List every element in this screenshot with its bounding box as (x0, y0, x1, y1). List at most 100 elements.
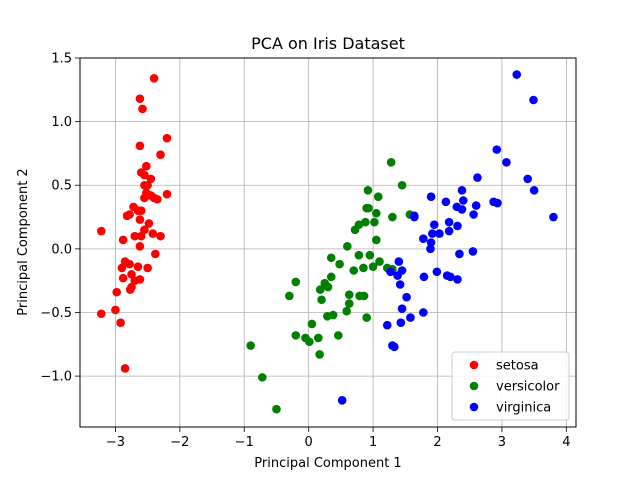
data-point-virginica (457, 186, 467, 195)
data-point-setosa (112, 287, 122, 297)
data-point-versicolor (315, 285, 325, 294)
legend-marker-virginica (469, 402, 479, 412)
data-point-setosa (122, 211, 132, 221)
data-point-virginica (523, 174, 532, 184)
data-point-setosa (130, 231, 140, 241)
data-point-versicolor (317, 295, 326, 305)
data-point-virginica (337, 395, 347, 405)
data-point-versicolor (307, 319, 317, 329)
data-point-setosa (125, 285, 135, 294)
data-point-virginica (397, 304, 407, 313)
data-point-virginica (432, 267, 442, 277)
data-point-virginica (406, 313, 415, 322)
x-tick-label: 2 (433, 435, 441, 450)
data-point-versicolor (349, 266, 359, 275)
data-point-setosa (116, 318, 125, 327)
data-point-setosa (144, 219, 154, 228)
data-point-versicolor (326, 272, 336, 282)
data-point-versicolor (344, 299, 354, 308)
data-point-virginica (410, 211, 419, 221)
y-tick-label: 0.0 (51, 242, 72, 257)
data-point-virginica (426, 244, 435, 254)
legend-marker-versicolor (469, 381, 479, 391)
data-point-setosa (162, 189, 172, 199)
data-point-virginica (453, 221, 462, 231)
data-point-setosa (162, 133, 172, 143)
data-point-setosa (142, 161, 151, 171)
x-tick-label: 0 (305, 435, 313, 450)
x-tick-label: −2 (170, 435, 189, 450)
chart-title: PCA on Iris Dataset (251, 34, 405, 53)
data-point-virginica (386, 267, 395, 277)
data-point-versicolor (354, 220, 364, 229)
legend-entry-versicolor: versicolor (469, 380, 560, 395)
data-point-versicolor (305, 337, 314, 347)
data-point-virginica (473, 173, 482, 182)
data-point-versicolor (386, 158, 396, 167)
x-axis-label: Principal Component 1 (254, 456, 401, 471)
data-point-versicolor (257, 373, 267, 382)
y-axis-label: Principal Component 2 (16, 168, 31, 315)
data-point-setosa (148, 229, 158, 238)
data-point-versicolor (372, 235, 381, 245)
data-point-versicolor (344, 290, 354, 299)
data-point-setosa (133, 262, 143, 271)
data-point-setosa (120, 364, 130, 373)
data-point-virginica (394, 257, 404, 266)
data-point-setosa (156, 150, 165, 160)
data-point-versicolor (315, 350, 324, 359)
data-point-versicolor (363, 186, 373, 195)
data-point-setosa (111, 305, 120, 315)
data-point-virginica (529, 186, 539, 195)
legend-label-versicolor: versicolor (496, 380, 560, 395)
data-point-setosa (143, 263, 152, 273)
x-axis-ticks: −3 −2 −1 0 1 2 3 4 (106, 427, 570, 450)
data-point-virginica (441, 197, 451, 207)
x-tick-label: 3 (498, 435, 506, 450)
data-point-virginica (396, 318, 406, 327)
x-tick-label: −3 (106, 435, 125, 450)
plot-frame (79, 57, 577, 428)
data-point-versicolor (342, 306, 351, 316)
data-point-versicolor (285, 291, 294, 301)
legend-label-setosa: setosa (496, 359, 539, 374)
data-point-virginica (512, 70, 522, 79)
legend-marker-setosa (469, 360, 479, 370)
data-point-versicolor (370, 217, 379, 227)
data-point-virginica (419, 308, 428, 317)
data-point-virginica (444, 217, 454, 227)
data-point-setosa (142, 188, 151, 198)
data-point-virginica (429, 220, 439, 229)
data-point-setosa (151, 249, 160, 259)
data-point-versicolor (361, 217, 370, 227)
data-point-setosa (117, 263, 127, 273)
data-point-versicolor (291, 277, 301, 287)
data-point-setosa (152, 194, 162, 204)
data-point-versicolor (362, 313, 371, 322)
legend-box (451, 351, 570, 421)
data-point-setosa (140, 170, 149, 180)
data-point-setosa (135, 242, 145, 251)
data-point-versicolor (354, 250, 364, 260)
data-point-versicolor (246, 341, 256, 350)
data-point-virginica (549, 212, 558, 222)
data-point-virginica (419, 272, 429, 282)
data-point-setosa (135, 141, 145, 151)
data-point-setosa (146, 174, 156, 184)
data-point-versicolor (314, 333, 323, 343)
data-points (96, 70, 558, 414)
data-point-setosa (138, 104, 147, 114)
legend-label-virginica: virginica (496, 401, 551, 416)
x-tick-label: −1 (235, 435, 254, 450)
y-tick-label: −0.5 (40, 306, 72, 321)
data-point-virginica (426, 238, 436, 247)
legend-entry-setosa: setosa (469, 359, 539, 374)
series-setosa (96, 74, 172, 373)
data-point-virginica (469, 210, 478, 219)
y-tick-label: −1.0 (40, 370, 72, 385)
data-point-versicolor (272, 404, 281, 414)
data-point-setosa (140, 225, 149, 235)
data-point-versicolor (359, 263, 368, 273)
data-point-virginica (502, 158, 511, 167)
